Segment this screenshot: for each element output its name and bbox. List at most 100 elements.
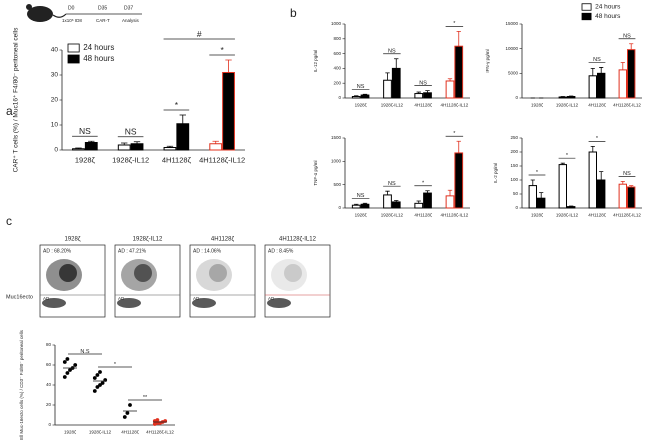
bar — [360, 94, 370, 99]
significance-label: NS — [388, 181, 396, 187]
bar — [558, 96, 567, 99]
flow-title: 4H1128ζ — [211, 237, 235, 243]
bar — [423, 92, 432, 99]
x-tick-label: 1928ζ-IL12 — [556, 213, 579, 218]
bar — [72, 148, 85, 151]
y-tick-label: 400 — [333, 66, 341, 71]
x-tick-label: 1928ζ — [355, 213, 367, 218]
significance-label: # — [197, 29, 202, 39]
significance-label: NS — [357, 193, 365, 199]
significance-label: ** — [143, 395, 148, 401]
bar — [567, 96, 576, 99]
flow-gate-low: AD- — [193, 296, 201, 301]
x-tick-label: 1928ζ — [355, 103, 367, 108]
bar — [130, 143, 144, 151]
y-tick-label: 30 — [51, 72, 59, 79]
y-tick-label: 800 — [333, 36, 341, 41]
data-point — [98, 383, 102, 387]
x-tick-label: 4H1128ζ — [414, 213, 431, 218]
significance-label: * — [114, 362, 117, 368]
flow-gate-label: AD : 14.06% — [193, 248, 222, 254]
data-point — [95, 373, 100, 377]
x-tick-label: 1928ζ — [75, 155, 96, 164]
x-tick-label: 4H1128ζ — [588, 103, 605, 108]
flow-density — [59, 264, 77, 282]
error-bar — [629, 185, 634, 187]
y-tick-label: 0 — [48, 422, 51, 427]
significance-label: NS — [388, 49, 396, 55]
error-bar — [599, 67, 604, 74]
bar — [391, 201, 401, 209]
data-point — [65, 371, 70, 375]
x-tick-label: 1928ζ-IL12 — [112, 155, 149, 164]
flow-gate-label: AD : 47.21% — [118, 248, 147, 254]
bar — [445, 80, 455, 99]
error-bar — [88, 140, 95, 143]
bar — [528, 185, 537, 209]
error-bar — [560, 162, 565, 165]
data-point — [62, 375, 67, 379]
y-axis-label: IFN-γ pg/ml — [485, 49, 490, 72]
bar — [618, 183, 627, 209]
error-bar — [362, 202, 368, 205]
x-tick-label: 4H1128ζ-IL12 — [613, 213, 641, 218]
significance-label: * — [422, 180, 425, 186]
timeline-event: 1x10⁶ ID8 — [62, 18, 82, 23]
significance-label: * — [596, 136, 599, 142]
error-bar — [416, 200, 421, 204]
y-axis-label: TNF-α pg/ml — [313, 160, 318, 185]
y-tick-label: 40 — [46, 382, 52, 387]
bar — [537, 197, 546, 209]
bar — [222, 72, 235, 151]
significance-label: * — [566, 153, 569, 159]
y-tick-label: 0 — [54, 147, 58, 154]
significance-label: NS — [623, 171, 631, 177]
legend-swatch — [67, 43, 80, 53]
bar — [445, 195, 455, 209]
timeline-day: D0 — [68, 5, 75, 11]
y-tick-label: 150 — [510, 163, 518, 168]
x-tick-label: 4H1128ζ — [162, 155, 192, 164]
x-tick-label: 4H1128ζ — [121, 430, 138, 435]
x-tick-label: 1928ζ — [531, 213, 543, 218]
error-bar — [385, 72, 390, 81]
bar — [627, 49, 636, 99]
x-tick-label: 1928ζ-IL12 — [381, 213, 404, 218]
legend-label: 24 hours — [595, 4, 621, 11]
timeline-event: Analysis — [122, 18, 140, 23]
flow-density — [209, 264, 227, 282]
data-point — [128, 403, 132, 407]
error-bar — [447, 189, 453, 196]
flow-gate-label: AD : 68.20% — [43, 248, 72, 254]
significance-label: NS — [79, 126, 91, 136]
x-tick-label: 4H1128ζ-IL12 — [441, 103, 469, 108]
y-tick-label: 250 — [510, 135, 518, 140]
bar — [383, 194, 392, 209]
error-bar — [133, 141, 141, 144]
error-bar — [121, 142, 128, 145]
data-point — [95, 385, 100, 389]
flow-density — [267, 298, 291, 308]
x-tick-label: 1928ζ-IL12 — [89, 430, 112, 435]
bar — [414, 202, 424, 209]
y-tick-label: 0 — [338, 205, 341, 210]
bar — [176, 123, 190, 151]
error-bar — [394, 200, 399, 202]
y-tick-label: 10000 — [505, 46, 518, 51]
x-tick-label: 4H1128ζ-IL12 — [146, 430, 174, 435]
data-point — [65, 357, 70, 361]
error-bar — [620, 181, 625, 185]
flow-density — [284, 264, 302, 282]
data-point — [73, 363, 78, 367]
y-tick-label: 200 — [333, 80, 341, 85]
flow-density — [42, 298, 66, 308]
bar — [423, 192, 432, 209]
significance-label: * — [220, 45, 224, 55]
y-tick-label: 1000 — [331, 159, 342, 164]
bar — [383, 79, 392, 99]
data-point — [122, 415, 127, 419]
bar — [597, 179, 606, 209]
flow-density — [196, 259, 232, 291]
error-bar — [456, 31, 461, 47]
